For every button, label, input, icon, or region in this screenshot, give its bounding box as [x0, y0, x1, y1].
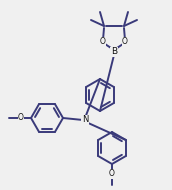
Text: B: B [111, 48, 117, 56]
Text: N: N [82, 116, 88, 124]
Text: O: O [100, 37, 106, 47]
Text: O: O [18, 113, 24, 123]
Text: O: O [122, 37, 128, 47]
Text: O: O [109, 169, 115, 178]
